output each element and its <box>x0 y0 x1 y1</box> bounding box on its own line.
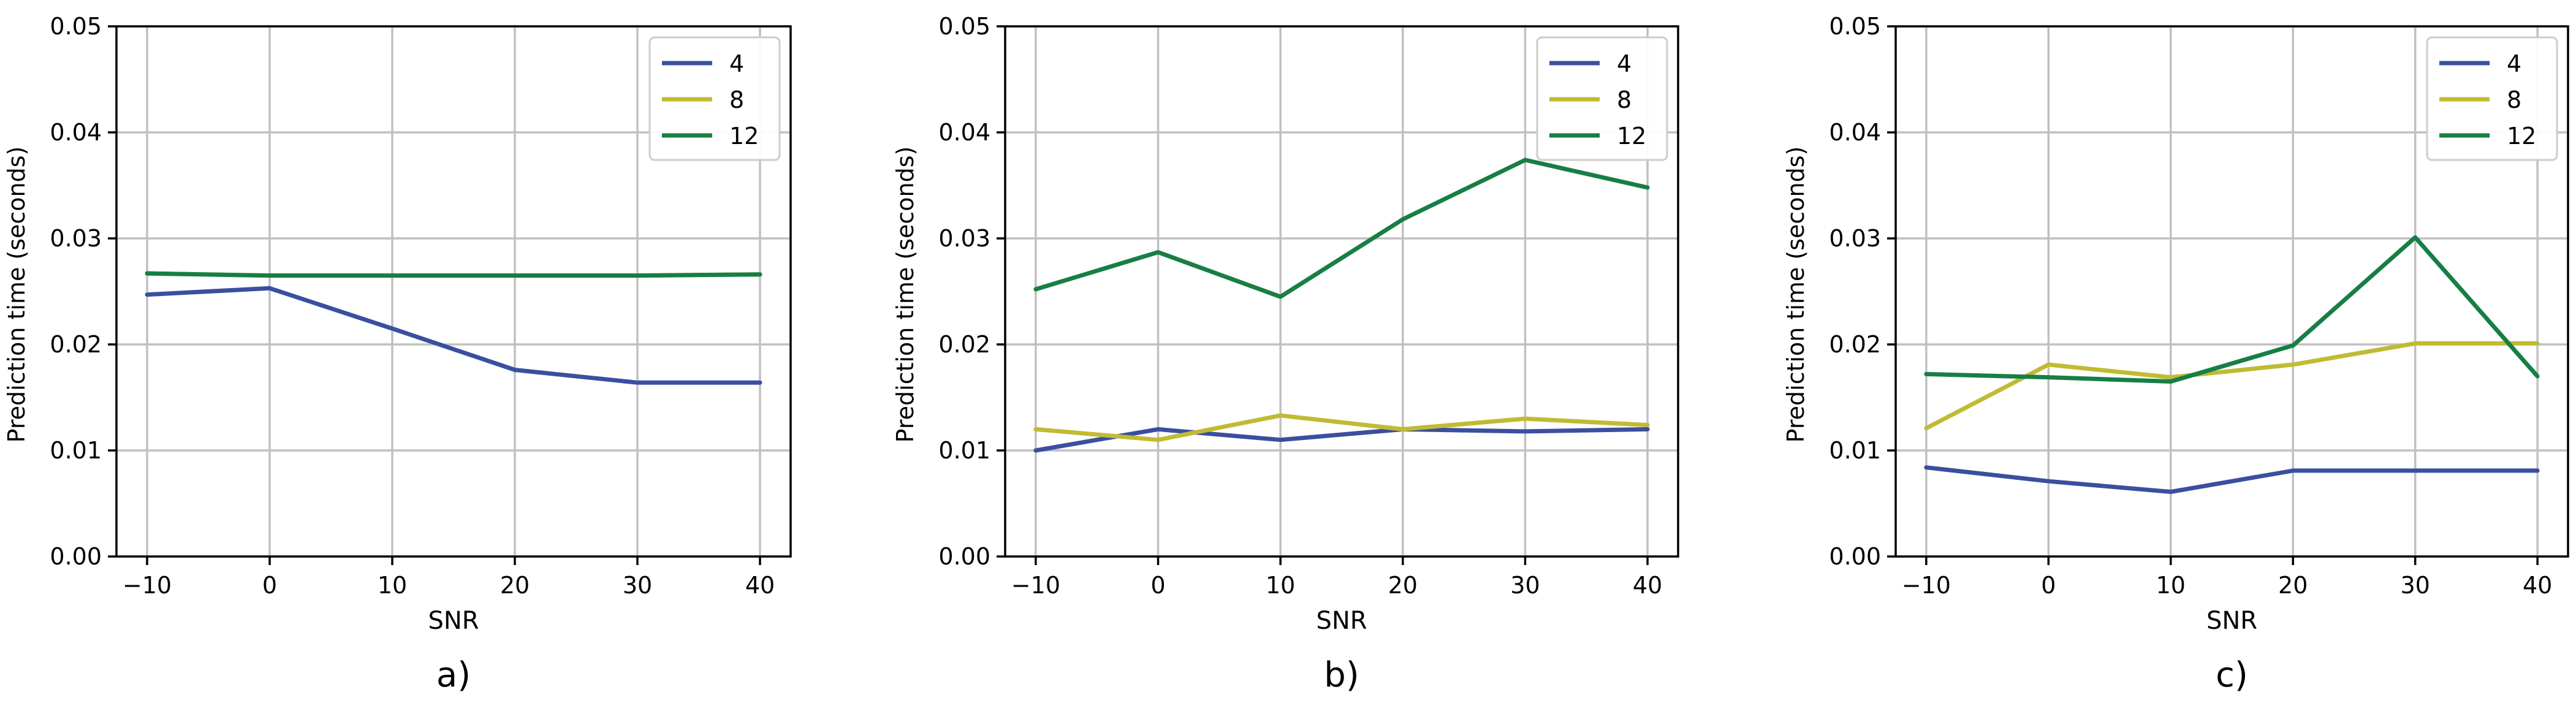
y-axis-label: Prediction time (seconds) <box>3 146 30 443</box>
panel-label: c) <box>2216 655 2248 695</box>
legend-label: 8 <box>2507 86 2521 113</box>
legend: 4 8 12 <box>648 36 781 161</box>
y-tick-label: 0.01 <box>50 437 102 464</box>
legend-label: 4 <box>1617 50 1632 77</box>
legend-box <box>648 36 781 161</box>
legend-label: 12 <box>729 123 759 150</box>
x-axis-label: SNR <box>428 607 479 635</box>
x-tick-label: 20 <box>500 572 530 599</box>
legend-label: 8 <box>729 86 744 113</box>
series-line-4 <box>145 286 762 385</box>
y-tick-label: 0.02 <box>50 331 102 358</box>
y-tick-label: 0.01 <box>1829 437 1881 464</box>
x-tick-label: 10 <box>378 572 407 599</box>
series-line-4 <box>1033 427 1650 453</box>
x-tick-label: 30 <box>623 572 652 599</box>
x-tick-label: 10 <box>2156 572 2186 599</box>
y-axis-label: Prediction time (seconds) <box>1782 146 1809 443</box>
panel-label: a) <box>436 655 471 695</box>
y-tick-label: 0.04 <box>938 119 990 146</box>
y-tick-label: 0.02 <box>1829 331 1881 358</box>
y-tick-label: 0.00 <box>938 543 990 570</box>
legend-box <box>1536 36 1668 161</box>
x-tick-label: 30 <box>2401 572 2430 599</box>
series-line-8 <box>1924 341 2540 431</box>
chart-panel-b: −10 0 10 20 30 40 0.00 0.01 0.02 0.03 0.04 0.05 SNR P… <box>892 13 1679 695</box>
chart-panel-a: −10 0 10 20 30 40 0.00 0.01 0.02 0.03 0.04 0.05 SNR P… <box>3 13 792 695</box>
y-tick-label: 0.05 <box>1829 13 1881 40</box>
series-line-12 <box>1924 235 2540 384</box>
x-axis-label: SNR <box>1316 607 1367 635</box>
plot-frame <box>1004 25 1679 558</box>
x-tick-label: 0 <box>2041 572 2056 599</box>
legend-label: 8 <box>1617 86 1632 113</box>
y-tick-label: 0.05 <box>50 13 102 40</box>
y-tick-label: 0.05 <box>938 13 990 40</box>
x-tick-label: 10 <box>1266 572 1295 599</box>
x-tick-label: 20 <box>2278 572 2308 599</box>
y-tick-label: 0.00 <box>50 543 102 570</box>
x-tick-label: 0 <box>1150 572 1165 599</box>
x-tick-label: 0 <box>262 572 277 599</box>
legend-label: 12 <box>1617 123 1646 150</box>
legend-label: 12 <box>2507 123 2536 150</box>
y-tick-label: 0.00 <box>1829 543 1881 570</box>
y-tick-label: 0.01 <box>938 437 990 464</box>
series-line-12 <box>1033 158 1650 299</box>
x-tick-label: 30 <box>1510 572 1540 599</box>
x-axis-label: SNR <box>2206 607 2257 635</box>
x-tick-label: −10 <box>123 572 172 599</box>
x-tick-label: −10 <box>1902 572 1951 599</box>
legend-box <box>2426 36 2558 161</box>
x-tick-label: −10 <box>1011 572 1060 599</box>
x-tick-label: 40 <box>745 572 775 599</box>
y-tick-label: 0.03 <box>938 225 990 252</box>
legend-label: 4 <box>2507 50 2521 77</box>
y-tick-label: 0.04 <box>50 119 102 146</box>
y-axis-label: Prediction time (seconds) <box>892 146 919 443</box>
x-tick-label: 40 <box>1633 572 1662 599</box>
legend: 4 8 12 <box>2426 36 2558 161</box>
series-line-4 <box>1924 465 2540 494</box>
y-tick-label: 0.03 <box>50 225 102 252</box>
plot-frame <box>115 25 792 558</box>
legend-label: 4 <box>729 50 744 77</box>
series-line-8 <box>1033 413 1650 442</box>
y-tick-label: 0.03 <box>1829 225 1881 252</box>
panel-label: b) <box>1324 655 1359 695</box>
series-line-12 <box>145 271 762 278</box>
x-tick-label: 20 <box>1388 572 1418 599</box>
plot-frame <box>1894 25 2569 558</box>
y-tick-label: 0.02 <box>938 331 990 358</box>
y-tick-label: 0.04 <box>1829 119 1881 146</box>
legend: 4 8 12 <box>1536 36 1668 161</box>
x-tick-label: 40 <box>2523 572 2552 599</box>
chart-panel-c: −10 0 10 20 30 40 0.00 0.01 0.02 0.03 0.04 0.05 SNR P… <box>1782 13 2569 695</box>
